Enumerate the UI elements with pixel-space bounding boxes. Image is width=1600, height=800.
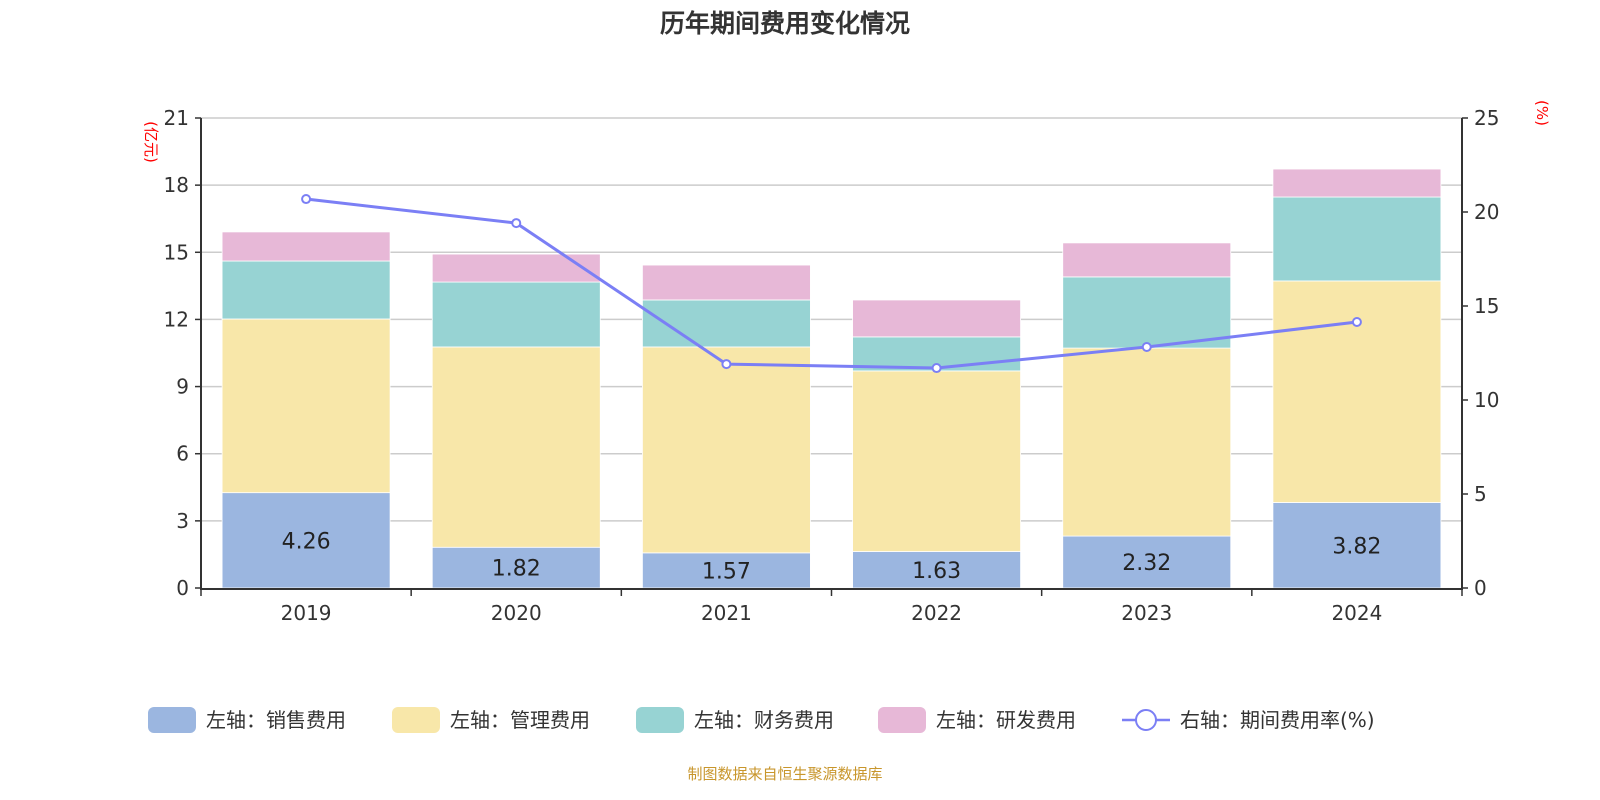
bar-segment-0 bbox=[431, 546, 601, 589]
bar-segment-2 bbox=[221, 260, 391, 320]
right-axis-tick-label: 5 bbox=[1474, 482, 1487, 506]
left-axis-tick-label: 9 bbox=[176, 375, 189, 399]
bar-segment-3 bbox=[1272, 168, 1442, 198]
legend-label: 左轴：管理费用 bbox=[450, 708, 590, 732]
legend-swatch bbox=[148, 707, 196, 733]
left-axis-tick-label: 12 bbox=[164, 307, 189, 331]
bar-segment-2 bbox=[431, 281, 601, 348]
x-axis-tick-label: 2019 bbox=[281, 601, 332, 625]
legend-label: 左轴：研发费用 bbox=[936, 708, 1076, 732]
line-point bbox=[1141, 341, 1152, 352]
x-axis-tick-label: 2022 bbox=[911, 601, 962, 625]
bar-data-label: 2.32 bbox=[1122, 551, 1171, 576]
bar-segment-1 bbox=[431, 346, 601, 548]
right-axis-tick-label: 25 bbox=[1474, 106, 1499, 130]
bar-segment-1 bbox=[221, 318, 391, 494]
x-axis-tick-label: 2021 bbox=[701, 601, 752, 625]
bar-segment-3 bbox=[642, 264, 811, 301]
right-axis-tick-label: 15 bbox=[1474, 294, 1499, 318]
line-point bbox=[511, 218, 522, 229]
left-axis-tick-label: 3 bbox=[176, 509, 189, 533]
legend-swatch bbox=[878, 707, 926, 733]
left-axis-unit: (亿元) bbox=[142, 121, 160, 163]
bar-segment-0 bbox=[1272, 502, 1442, 589]
bar-segment-3 bbox=[221, 231, 391, 262]
legend-swatch bbox=[392, 707, 440, 733]
left-axis-tick-label: 0 bbox=[176, 576, 189, 600]
legend-marker-icon bbox=[1135, 709, 1157, 731]
legend-label: 左轴：财务费用 bbox=[694, 708, 834, 732]
bar-data-label: 3.82 bbox=[1332, 534, 1381, 559]
legend-label: 左轴：销售费用 bbox=[206, 708, 346, 732]
source-note: 制图数据来自恒生聚源数据库 bbox=[687, 765, 882, 783]
right-axis-tick-label: 20 bbox=[1474, 200, 1499, 224]
x-axis-tick-label: 2020 bbox=[491, 601, 542, 625]
bar-segment-2 bbox=[1272, 196, 1442, 282]
bar-segment-1 bbox=[1272, 280, 1442, 503]
bar-segment-0 bbox=[852, 551, 1021, 589]
bar-data-label: 4.26 bbox=[282, 529, 331, 554]
bar-segment-1 bbox=[1062, 347, 1232, 537]
right-axis-tick-label: 0 bbox=[1474, 576, 1487, 600]
line-point bbox=[721, 359, 732, 370]
bar-segment-2 bbox=[1062, 276, 1232, 349]
left-axis-tick-label: 18 bbox=[164, 173, 189, 197]
bar-segment-1 bbox=[852, 370, 1021, 552]
bar-segment-3 bbox=[431, 253, 601, 283]
left-axis-tick-label: 15 bbox=[164, 240, 189, 264]
line-point bbox=[301, 194, 312, 205]
legend-swatch bbox=[636, 707, 684, 733]
chart-title: 历年期间费用变化情况 bbox=[660, 9, 910, 38]
bar-data-label: 1.82 bbox=[492, 557, 541, 582]
line-series bbox=[305, 197, 1358, 370]
bar-segment-3 bbox=[852, 299, 1021, 338]
bar-segment-0 bbox=[642, 552, 811, 589]
legend-label: 右轴：期间费用率(%) bbox=[1180, 708, 1375, 732]
bar-segment-1 bbox=[642, 346, 811, 554]
left-axis-tick-label: 6 bbox=[176, 442, 189, 466]
right-axis-unit: (%) bbox=[1533, 100, 1551, 126]
line-point bbox=[931, 363, 942, 374]
line-point bbox=[1351, 316, 1362, 327]
bar-data-label: 1.63 bbox=[912, 559, 961, 584]
x-axis-tick-label: 2023 bbox=[1121, 601, 1172, 625]
left-axis-tick-label: 21 bbox=[164, 106, 189, 130]
bar-segment-0 bbox=[1062, 535, 1232, 589]
right-axis-tick-label: 10 bbox=[1474, 388, 1499, 412]
bar-segment-2 bbox=[642, 299, 811, 348]
bar-data-label: 1.57 bbox=[702, 559, 751, 584]
x-axis-tick-label: 2024 bbox=[1331, 601, 1382, 625]
bar-segment-3 bbox=[1062, 242, 1232, 278]
